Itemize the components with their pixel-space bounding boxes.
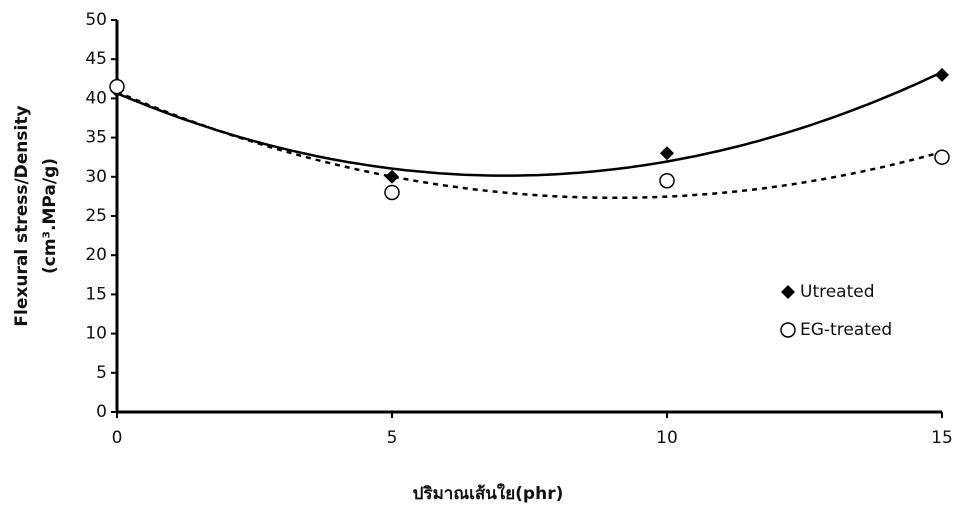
y-tick-label: 5: [96, 363, 107, 383]
y-tick-label: 20: [85, 245, 107, 265]
x-tick-label: 10: [656, 428, 678, 448]
y-tick-label: 25: [85, 206, 107, 226]
y-tick-label: 10: [85, 324, 107, 344]
y-tick-label: 40: [85, 88, 107, 108]
y-tick-label: 15: [85, 284, 107, 304]
y-axis-label: (cm³.MPa/g): [40, 158, 60, 274]
y-tick-label: 0: [96, 402, 107, 422]
trend-line: [116, 70, 943, 177]
y-tick-label: 45: [85, 49, 107, 69]
data-point: [935, 67, 949, 82]
data-point: [385, 169, 399, 184]
legend-label: EG-treated: [800, 320, 892, 340]
data-point: [659, 172, 675, 189]
y-tick-label: 50: [85, 10, 107, 30]
y-tick-label: 35: [85, 128, 107, 148]
data-point: [660, 146, 674, 161]
data-point: [109, 78, 125, 95]
x-tick-label: 5: [387, 428, 398, 448]
y-tick-label: 30: [85, 167, 107, 187]
x-tick-label: 15: [931, 428, 953, 448]
x-axis-label: ปริมาณเส้นใย(phr): [413, 483, 564, 504]
data-point: [934, 149, 950, 165]
legend-marker: [781, 285, 795, 299]
x-tick-label: 0: [112, 428, 123, 448]
legend-label: Utreated: [800, 282, 875, 302]
trend-line: [116, 90, 943, 200]
data-point: [384, 184, 400, 201]
y-axis-label: Flexural stress/Density: [12, 105, 32, 326]
legend-marker: [780, 322, 796, 338]
